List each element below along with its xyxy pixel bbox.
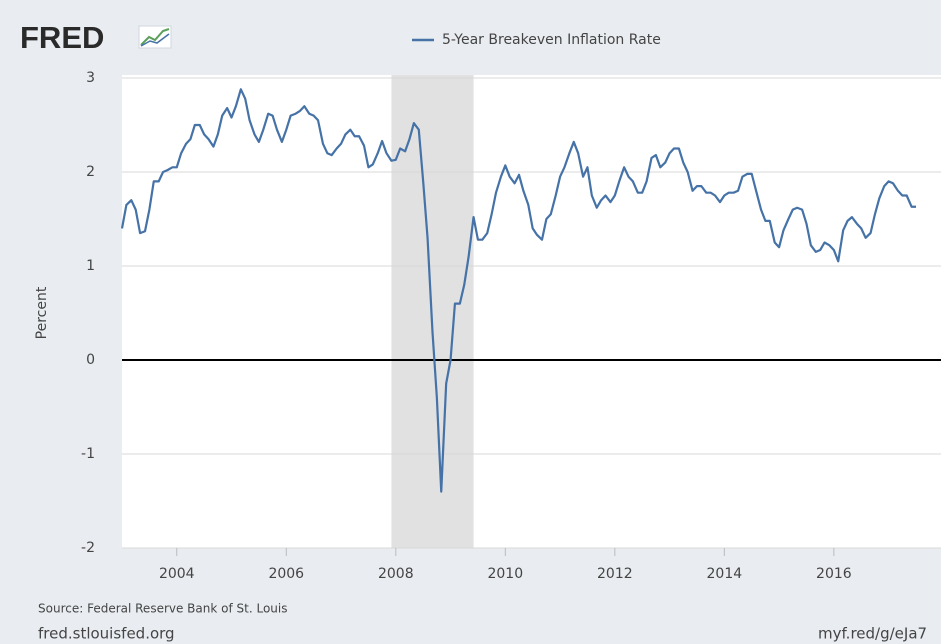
x-tick-label: 2004 [159, 566, 195, 582]
y-axis-label: Percent [34, 286, 50, 339]
x-tick-label: 2006 [268, 566, 304, 582]
source: Source: Federal Reserve Bank of St. Loui… [38, 602, 287, 616]
plot-area [122, 75, 941, 548]
y-tick-label: 1 [86, 258, 95, 274]
x-tick-label: 2008 [378, 566, 414, 582]
y-tick-label: -1 [81, 446, 95, 462]
y-tick-label: 2 [86, 164, 95, 180]
y-tick-label: 3 [86, 70, 95, 86]
logo: FRED [20, 20, 104, 55]
x-tick-label: 2014 [707, 566, 743, 582]
y-tick-label: -2 [81, 540, 95, 556]
legend-label: 5-Year Breakeven Inflation Rate [442, 32, 661, 48]
logo-icon [138, 25, 172, 49]
footer-left: fred.stlouisfed.org [38, 625, 175, 643]
series-line [120, 88, 916, 493]
footer-right: myf.red/g/eJa7 [818, 625, 927, 643]
x-tick-label: 2016 [816, 566, 852, 582]
y-tick-label: 0 [86, 352, 95, 368]
x-tick-label: 2012 [597, 566, 633, 582]
x-tick-label: 2010 [487, 566, 523, 582]
